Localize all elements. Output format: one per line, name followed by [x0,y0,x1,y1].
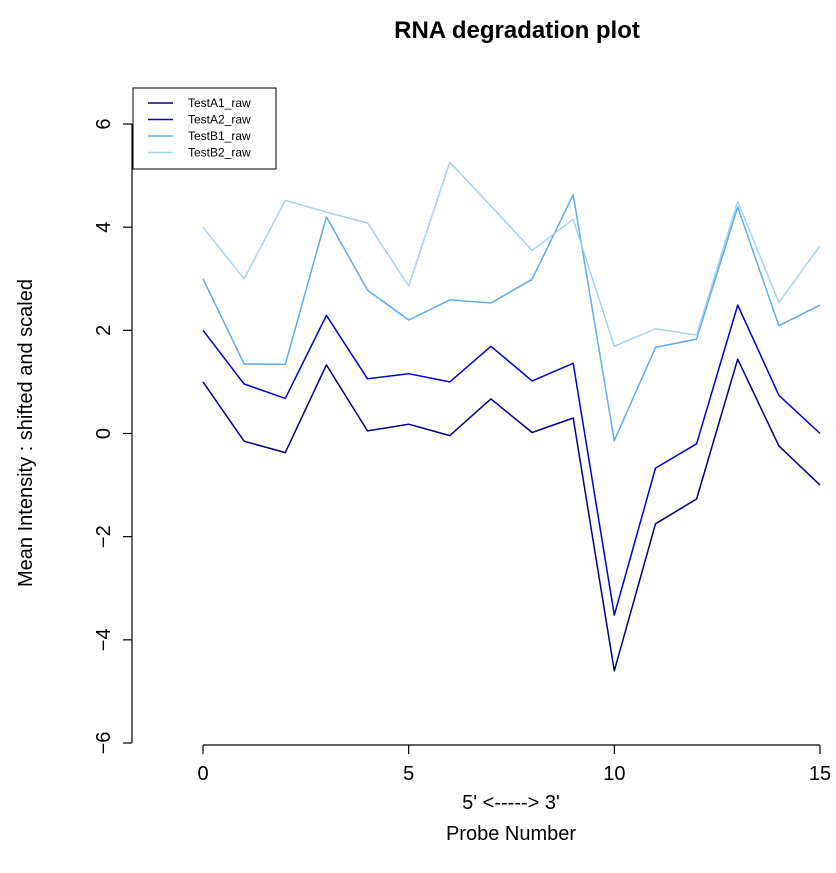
series-line-TestA2_raw [202,304,821,616]
x-tick-label: 5 [403,763,414,785]
legend-label: TestA2_raw [188,113,251,127]
series-line-TestB1_raw [202,193,821,442]
y-tick-label: 4 [93,222,115,233]
legend-label: TestB2_raw [188,146,251,160]
y-axis-label: Mean Intensity : shifted and scaled [15,279,37,587]
y-tick-label: 0 [93,428,115,439]
x-tick-label: 0 [197,763,208,785]
x-tick-label: 15 [809,763,831,785]
y-tick-label: 6 [93,118,115,129]
x-axis-label: Probe Number [446,823,576,845]
x-tick-label: 10 [603,763,625,785]
chart-title: RNA degradation plot [394,17,640,44]
x-axis-sublabel: 5' <-----> 3' [462,792,560,814]
y-tick-label: −6 [93,732,115,755]
legend-box [132,87,277,170]
y-tick-label: −2 [93,525,115,548]
y-tick-label: 2 [93,325,115,336]
y-tick-label: −4 [93,628,115,651]
legend-label: TestA1_raw [188,96,251,110]
legend-label: TestB1_raw [188,129,251,143]
series-line-TestB2_raw [202,161,821,348]
series-line-TestA1_raw [202,358,821,672]
